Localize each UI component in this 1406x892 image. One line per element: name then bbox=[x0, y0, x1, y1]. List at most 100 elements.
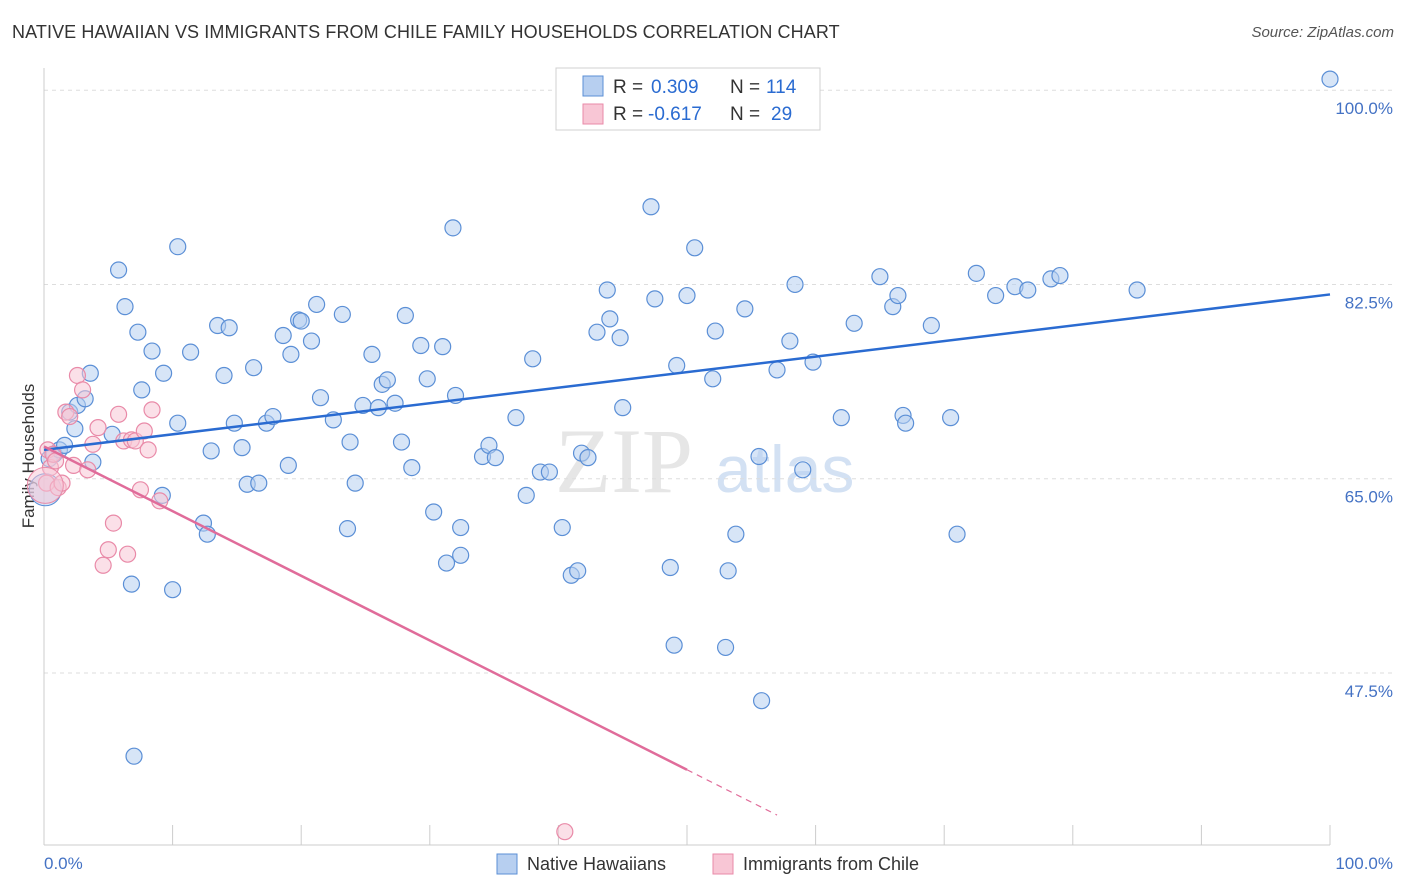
native-hawaiians-point-45 bbox=[338, 520, 357, 538]
y-tick-label-1: 65.0% bbox=[1345, 488, 1393, 507]
chile-point-17 bbox=[104, 514, 123, 532]
native-hawaiians-point-42 bbox=[311, 389, 330, 407]
native-hawaiians-point-117 bbox=[665, 636, 683, 654]
trend-chile bbox=[43, 445, 688, 771]
y-axis-label: Family Households bbox=[19, 384, 38, 529]
chile-point-8 bbox=[61, 407, 79, 426]
native-hawaiians-point-74 bbox=[553, 518, 571, 537]
native-hawaiians-point-87 bbox=[668, 356, 686, 375]
native-hawaiians-point-97 bbox=[786, 275, 804, 294]
native-hawaiians-point-106 bbox=[922, 316, 940, 335]
legend-label-native-hawaiians: Native Hawaiians bbox=[527, 854, 666, 874]
native-hawaiians-points bbox=[28, 70, 1339, 765]
stats-r-value-2: -0.617 bbox=[648, 104, 702, 125]
stats-swatch-pink bbox=[582, 103, 604, 125]
native-hawaiians-point-57 bbox=[412, 336, 430, 355]
chile-point-18 bbox=[109, 405, 128, 423]
native-hawaiians-point-92 bbox=[719, 562, 737, 580]
native-hawaiians-point-112 bbox=[1019, 281, 1037, 299]
source-credit: Source: ZipAtlas.com bbox=[1251, 24, 1394, 41]
native-hawaiians-point-47 bbox=[346, 474, 364, 492]
native-hawaiians-point-13 bbox=[129, 323, 147, 341]
native-hawaiians-point-119 bbox=[752, 692, 771, 710]
native-hawaiians-point-105 bbox=[897, 414, 915, 432]
native-hawaiians-point-35 bbox=[274, 326, 292, 345]
stats-n-label-1: N = bbox=[730, 77, 760, 98]
native-hawaiians-point-76 bbox=[569, 562, 587, 580]
native-hawaiians-point-39 bbox=[292, 312, 310, 330]
chile-point-15 bbox=[94, 556, 112, 574]
native-hawaiians-point-85 bbox=[646, 290, 664, 308]
native-hawaiians-point-64 bbox=[452, 546, 470, 564]
native-hawaiians-point-20 bbox=[169, 238, 187, 256]
chile-points bbox=[26, 366, 574, 841]
native-hawaiians-point-101 bbox=[871, 268, 889, 286]
legend-swatch-native-hawaiians bbox=[496, 853, 518, 875]
native-hawaiians-point-36 bbox=[279, 456, 297, 474]
native-hawaiians-point-90 bbox=[704, 370, 722, 388]
native-hawaiians-point-44 bbox=[333, 305, 351, 324]
chile-point-25 bbox=[139, 441, 157, 459]
watermark-zip: ZIP bbox=[555, 410, 693, 512]
native-hawaiians-point-103 bbox=[889, 286, 907, 305]
native-hawaiians-point-123 bbox=[727, 525, 745, 543]
native-hawaiians-point-60 bbox=[434, 338, 452, 356]
native-hawaiians-point-55 bbox=[396, 306, 414, 325]
native-hawaiians-point-61 bbox=[437, 554, 456, 572]
native-hawaiians-point-71 bbox=[524, 350, 542, 368]
y-tick-label-2: 82.5% bbox=[1345, 293, 1393, 312]
y-tick-label-0: 47.5% bbox=[1345, 682, 1393, 701]
stats-box: R = 0.309 N = 114 R = -0.617 N = 29 bbox=[555, 67, 821, 131]
chile-point-11 bbox=[73, 381, 92, 399]
native-hawaiians-point-46 bbox=[341, 433, 359, 451]
native-hawaiians-point-49 bbox=[363, 345, 381, 363]
native-hawaiians-point-88 bbox=[678, 286, 696, 305]
trend-lines bbox=[43, 293, 1331, 816]
native-hawaiians-point-99 bbox=[832, 409, 850, 427]
native-hawaiians-point-19 bbox=[169, 414, 187, 432]
native-hawaiians-point-83 bbox=[614, 399, 632, 417]
x-tick-label-max: 100.0% bbox=[1335, 854, 1393, 873]
native-hawaiians-point-27 bbox=[220, 319, 238, 337]
trend-native-hawaiians bbox=[43, 293, 1331, 452]
chile-point-10 bbox=[68, 366, 87, 385]
native-hawaiians-point-122 bbox=[125, 747, 143, 765]
native-hawaiians-point-100 bbox=[845, 314, 863, 332]
native-hawaiians-point-28 bbox=[225, 414, 243, 432]
native-hawaiians-point-115 bbox=[1128, 281, 1146, 299]
native-hawaiians-point-16 bbox=[154, 364, 173, 382]
native-hawaiians-point-37 bbox=[282, 345, 300, 363]
x-axis-ticks bbox=[172, 825, 1331, 845]
native-hawaiians-point-31 bbox=[245, 359, 263, 377]
native-hawaiians-point-96 bbox=[781, 332, 799, 350]
native-hawaiians-point-69 bbox=[507, 409, 525, 427]
native-hawaiians-point-79 bbox=[588, 323, 606, 341]
legend: Native Hawaiians Immigrants from Chile bbox=[496, 853, 919, 875]
native-hawaiians-point-84 bbox=[642, 198, 660, 216]
native-hawaiians-point-78 bbox=[579, 449, 597, 467]
trend-chile-extension bbox=[686, 769, 778, 816]
native-hawaiians-point-95 bbox=[768, 361, 786, 379]
y-tick-labels: 47.5% 65.0% 82.5% 100.0% bbox=[1335, 99, 1393, 701]
native-hawaiians-point-41 bbox=[308, 295, 326, 314]
native-hawaiians-point-110 bbox=[987, 286, 1005, 305]
chile-point-28 bbox=[556, 823, 574, 841]
native-hawaiians-point-80 bbox=[598, 281, 616, 299]
stats-r-label-2: R = bbox=[613, 104, 643, 125]
native-hawaiians-point-56 bbox=[403, 459, 421, 477]
native-hawaiians-point-29 bbox=[233, 439, 251, 457]
chile-point-16 bbox=[99, 541, 117, 559]
native-hawaiians-point-70 bbox=[517, 486, 535, 504]
native-hawaiians-point-91 bbox=[706, 322, 724, 340]
stats-n-label-2: N = bbox=[730, 104, 760, 125]
native-hawaiians-point-116 bbox=[1321, 70, 1339, 88]
native-hawaiians-point-52 bbox=[378, 371, 396, 389]
stats-r-value-1: 0.309 bbox=[651, 77, 699, 98]
native-hawaiians-point-15 bbox=[143, 342, 161, 360]
native-hawaiians-point-26 bbox=[215, 366, 233, 385]
x-tick-label-min: 0.0% bbox=[44, 854, 83, 873]
stats-n-value-1: 114 bbox=[766, 77, 797, 98]
native-hawaiians-point-54 bbox=[392, 433, 411, 451]
watermark-atlas: atlas bbox=[715, 432, 854, 506]
